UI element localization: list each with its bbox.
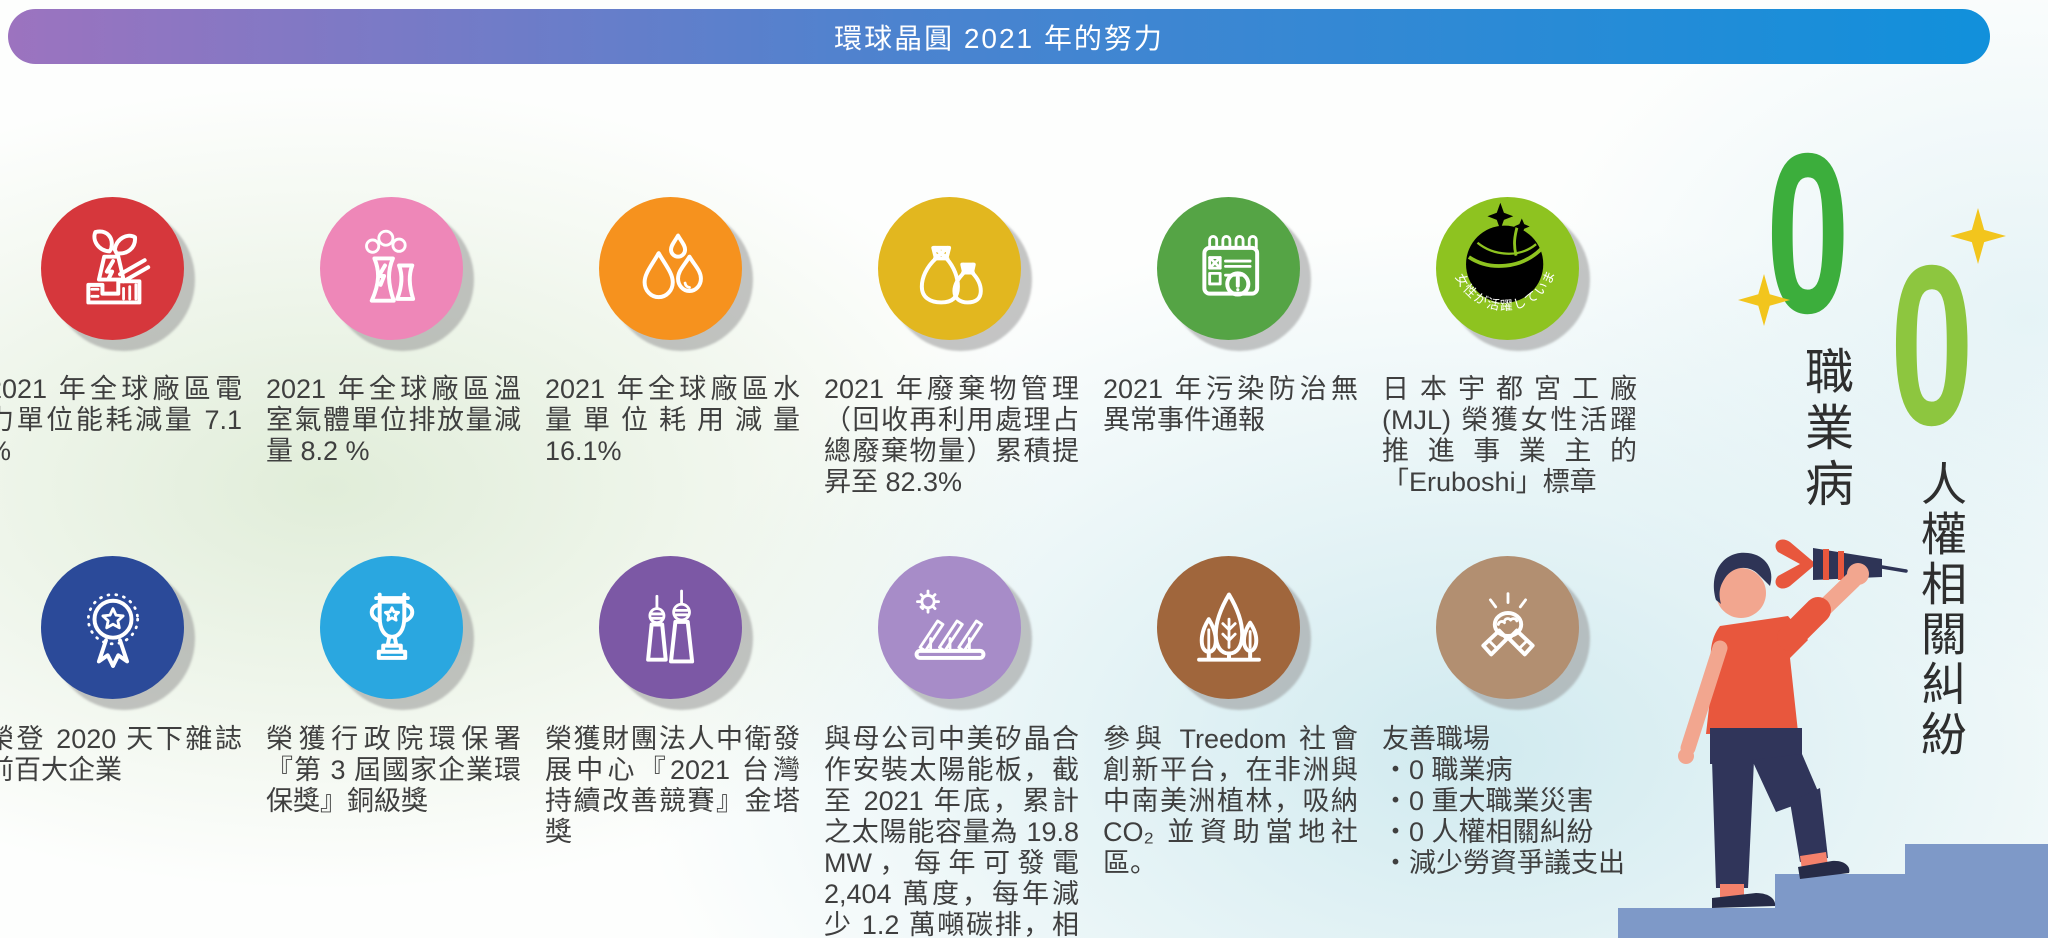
item-improvement-award-caption: 榮獲財團法人中衛發展中心『2021 台灣持續改善競賽』金塔獎 (545, 724, 800, 847)
eruboshi-logo-icon: 女性が活躍しています! (1436, 197, 1557, 313)
dart-thrower-illustration (1678, 539, 1908, 908)
item-env-award-caption: 榮獲行政院環保署『第 3 屆國家企業環保獎』銅級獎 (266, 724, 521, 816)
trophy-icon (369, 592, 414, 660)
item-top100-caption: 榮登 2020 天下雜誌前百大企業 (0, 724, 242, 785)
title-banner: 環球晶圓 2021 年的努力 (8, 9, 1990, 64)
workplace-line: 友善職場 (1382, 724, 1490, 754)
workplace-line: ・0 重大職業災害 (1382, 786, 1594, 816)
workplace-line: ・0 職業病 (1382, 755, 1513, 785)
item-top100-circle (41, 556, 184, 699)
item-electricity-circle (41, 197, 184, 340)
item-treedom-circle (1157, 556, 1300, 699)
banner-title: 環球晶圓 2021 年的努力 (834, 22, 1164, 54)
workplace-line: ・0 人權相關糾紛 (1382, 817, 1594, 847)
item-ghg-caption: 2021 年全球廠區溫室氣體單位排放量減量 8.2 % (266, 374, 521, 466)
zero-human-rights: 0 (1890, 219, 1974, 473)
item-solar-circle (878, 556, 1021, 699)
solar-panels-icon (914, 589, 985, 660)
man-hand (1678, 748, 1694, 764)
man-arm (1680, 640, 1728, 756)
waste-bags-icon (919, 245, 983, 304)
item-eruboshi-circle: 女性が活躍しています! (1436, 197, 1579, 340)
item-water-caption: 2021 年全球廠區水量單位耗用減量 16.1% (545, 374, 800, 466)
man-hair (1713, 552, 1772, 604)
dart-flight (1775, 539, 1816, 589)
item-waste-circle (878, 197, 1021, 340)
item-solar-caption: 與母公司中美矽晶合作安裝太陽能板，截至 2021 年底，累計之太陽能容量為 19… (824, 724, 1079, 938)
medal-icon (86, 592, 139, 668)
item-electricity-caption: 2021 年全球廠區電力單位能耗減量 7.1 % (0, 374, 242, 466)
item-pollution-caption: 2021 年污染防治無異常事件通報 (1103, 374, 1358, 435)
item-eruboshi-caption: 日本宇都宮工廠 (MJL) 榮獲女性活躍推進事業主的「Eruboshi」標章 (1382, 374, 1637, 497)
water-drops-icon (642, 233, 703, 299)
item-env-award-circle (320, 556, 463, 699)
dart-tip (1880, 565, 1908, 573)
towers-award-icon (645, 589, 694, 663)
item-workplace-caption: 友善職場 ・0 職業病 ・0 重大職業災害 ・0 人權相關糾紛 ・減少勞資爭議支… (1382, 724, 1637, 879)
handshake-icon (1480, 591, 1535, 656)
item-pollution-circle (1157, 197, 1300, 340)
stair-step (1905, 844, 2048, 938)
man-leg (1712, 760, 1754, 888)
trees-icon (1196, 592, 1261, 662)
zero-occupational-disease: 0 (1766, 107, 1850, 361)
calendar-alert-icon (1201, 234, 1259, 296)
factory-leaf-icon (85, 229, 150, 304)
label-occupational-disease: 職業病 (1798, 346, 1852, 514)
item-workplace-circle (1436, 556, 1579, 699)
man-shoe (1798, 860, 1850, 879)
item-waste-caption: 2021 年廢棄物管理（回收再利用處理占總廢棄物量）累積提昇至 82.3% (824, 374, 1079, 497)
man-shoe (1712, 893, 1776, 908)
man-shin (1790, 788, 1828, 862)
label-human-rights: 人權相關糾紛 (1915, 460, 1967, 760)
item-treedom-caption: 參與 Treedom 社會創新平台，在非洲與中南美洲植林，吸納 CO₂ 並資助當… (1103, 724, 1358, 878)
item-water-circle (599, 197, 742, 340)
man-hand (1847, 563, 1869, 585)
man-ankle (1720, 884, 1744, 898)
cooling-towers-icon (364, 229, 415, 303)
man-head (1716, 568, 1766, 618)
item-improvement-award-circle (599, 556, 742, 699)
workplace-line: ・減少勞資爭議支出 (1382, 848, 1625, 878)
item-ghg-circle (320, 197, 463, 340)
man-sleeve (1777, 597, 1831, 651)
dart-stripes (1823, 549, 1844, 580)
